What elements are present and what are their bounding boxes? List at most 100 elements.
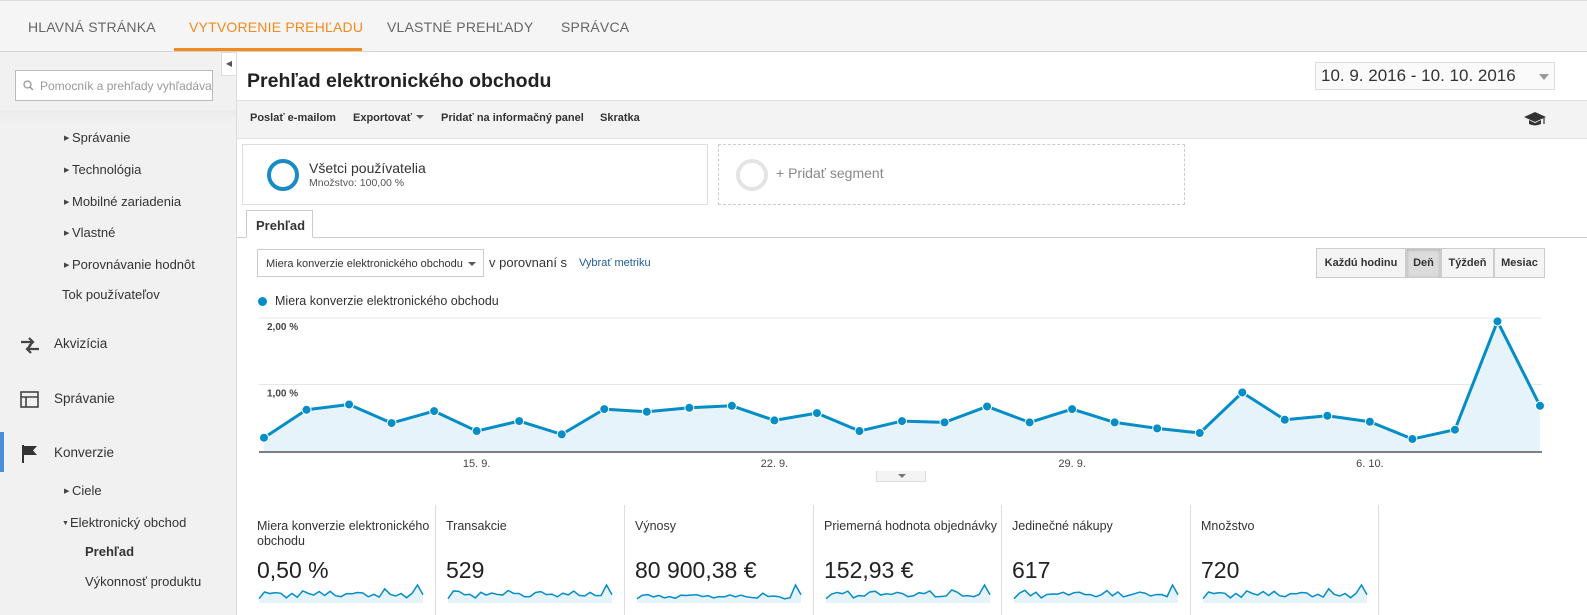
scorecard-avg-order-value[interactable]: Priemerná hodnota objednávky 152,93 € [824,505,1002,615]
segment-all-users[interactable]: Všetci používatelia Množstvo: 100,00 % [242,144,708,205]
scorecard-value: 617 [1012,557,1051,583]
sidebar-item-custom[interactable]: ▶ Vlastné [64,225,115,240]
data-point [769,415,780,426]
x-tick-label: 6. 10. [1356,458,1384,470]
data-point [1067,404,1078,415]
triangle-right-icon: ▶ [64,167,70,174]
triangle-right-icon: ▶ [64,230,70,237]
scorecard-label: Transakcie [446,519,507,533]
data-point [514,416,525,427]
flag-icon [22,445,37,463]
select-metric-link[interactable]: Vybrať metriku [579,257,651,269]
metric-select[interactable]: Miera konverzie elektronického obchodu [257,249,484,277]
sidebar-item-overview[interactable]: Prehľad [85,544,135,559]
sidebar-item-mobile[interactable]: ▶ Mobilné zariadenia [64,194,181,209]
active-section-indicator [0,432,4,472]
legend-marker [258,297,267,306]
period-month-button[interactable]: Mesiac [1494,248,1545,278]
sidebar-divider [0,110,236,124]
sidebar-item-product-performance[interactable]: Výkonnosť produktu [85,574,202,589]
search-placeholder: Pomocník a prehľady vyhľadáva [40,79,212,93]
sidebar-item-acquisition[interactable]: Akvizícia [54,336,108,351]
scorecard-label: Množstvo [1201,519,1255,533]
tab-customization[interactable]: VLASTNÉ PREHĽADY [387,19,534,35]
scorecard-quantity[interactable]: Množstvo 720 [1201,505,1379,615]
sidebar-item-benchmarking[interactable]: ▶ Porovnávanie hodnôt [64,257,195,272]
scorecard-sparkline [447,583,613,603]
tab-overview[interactable]: Prehľad [246,210,313,238]
data-point [811,408,822,419]
chart-expand-toggle[interactable] [876,471,926,482]
sidebar-item-behavior[interactable]: Správanie [54,391,115,406]
date-range-picker[interactable]: 10. 9. 2016 - 10. 10. 2016 [1315,62,1555,90]
triangle-right-icon: ▶ [64,199,70,206]
scorecard-value: 0,50 % [257,557,329,583]
y-tick-label: 1,00 % [267,389,298,400]
scorecard-label: Miera konverzie elektronického obchodu [257,519,430,548]
tab-home[interactable]: HLAVNÁ STRÁNKA [28,19,156,35]
segment-name: Všetci používatelia [309,160,426,176]
data-point [1364,416,1375,427]
add-segment-button[interactable]: + Pridať segment [718,144,1185,205]
sidebar-item-behavior-sub[interactable]: ▶ Správanie [64,130,131,145]
conversion-rate-chart: 1,00 % 2,00 % 15. 9. 22. 9. 29. 9. 6. 10. [259,316,1545,470]
sparkline-line [1202,583,1368,600]
scorecard-conversion-rate[interactable]: Miera konverzie elektronického obchodu 0… [257,505,436,615]
sidebar-item-label: Mobilné zariadenia [72,194,182,209]
scorecard-transactions[interactable]: Transakcie 529 [446,505,625,615]
period-week-button[interactable]: Týždeň [1441,248,1494,278]
scorecard-label: Jedinečné nákupy [1012,519,1113,533]
scorecard-sparkline [825,583,991,603]
scorecard-unique-purchases[interactable]: Jedinečné nákupy 617 [1012,505,1191,615]
collapse-sidebar-button[interactable]: ◀ [221,52,237,76]
series-area [264,321,1540,451]
data-point [1449,424,1460,435]
sidebar [0,52,237,615]
data-point [301,404,312,415]
data-point [1237,387,1248,398]
add-segment-label: + Pridať segment [776,165,884,181]
email-button[interactable]: Poslať e-mailom [250,112,336,124]
sparkline-area [637,585,801,603]
shortcut-button[interactable]: Skratka [600,112,640,124]
data-point [1322,410,1333,421]
period-hourly-button[interactable]: Každú hodinu [1316,248,1406,278]
triangle-right-icon: ▶ [64,488,70,495]
metric-select-value: Miera konverzie elektronického obchodu [266,258,463,270]
scorecard-label: Priemerná hodnota objednávky [824,519,998,533]
export-button[interactable]: Exportovať [353,112,425,124]
tab-reporting[interactable]: VYTVORENIE PREHĽADU [189,19,364,35]
sidebar-item-ecommerce[interactable]: ▼Elektronický obchod [62,515,186,530]
top-navigation: HLAVNÁ STRÁNKA VYTVORENIE PREHĽADU VLAST… [0,0,1587,52]
chevron-down-icon [898,474,906,478]
scorecard-value: 720 [1201,557,1240,583]
data-point [344,399,355,410]
sidebar-item-technology[interactable]: ▶ Technológia [64,162,141,177]
scorecard-revenue[interactable]: Výnosy 80 900,38 € [635,505,814,615]
scorecard-value: 529 [446,557,485,583]
sidebar-item-users-flow[interactable]: Tok používateľov [62,287,160,302]
empty-segment-ring-icon [736,159,768,191]
sidebar-item-label: Vlastné [72,225,116,240]
search-input[interactable]: Pomocník a prehľady vyhľadáva [15,70,213,101]
graduation-cap-icon[interactable] [1523,110,1547,128]
scorecard-sparkline [1202,583,1368,603]
tab-admin[interactable]: SPRÁVCA [561,19,630,35]
data-point [1152,423,1163,434]
data-point [1194,428,1205,439]
data-point [1407,434,1418,445]
data-point [471,426,482,437]
chevron-down-icon [468,262,476,266]
triangle-right-icon: ▶ [64,262,70,269]
sidebar-item-conversions[interactable]: Konverzie [54,445,115,460]
sparkline-area [1203,585,1367,603]
data-point [1279,414,1290,425]
data-point [1492,316,1503,327]
add-to-dashboard-button[interactable]: Pridať na informačný panel [441,112,584,124]
tab-divider [237,237,1587,238]
sidebar-item-label: Ciele [72,483,102,498]
sidebar-item-goals[interactable]: ▶ Ciele [64,483,102,498]
period-day-button[interactable]: Deň [1406,248,1441,278]
data-point [1024,417,1035,428]
sidebar-item-label: Správanie [72,130,131,145]
